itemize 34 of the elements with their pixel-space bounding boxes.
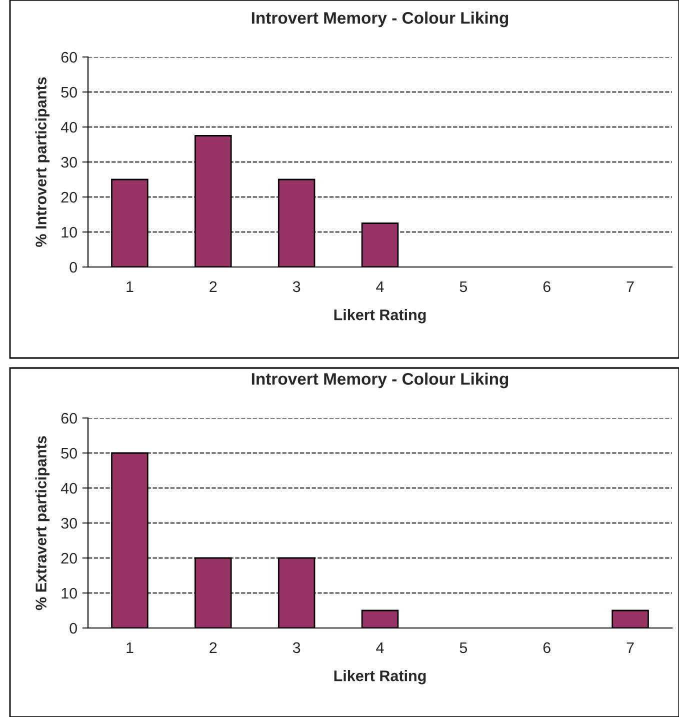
y-tick-label: 20: [61, 192, 77, 203]
x-tick-label: 5: [460, 281, 468, 292]
x-tick-label: 1: [126, 281, 134, 292]
x-tick-label: 3: [292, 642, 300, 654]
y-tick-label: 10: [62, 226, 77, 238]
y-tick-label: 30: [61, 156, 77, 168]
chart-title: Introvert Memory - Colour Liking: [252, 372, 508, 388]
x-tick-label: 7: [626, 642, 634, 653]
x-tick-label: 7: [626, 281, 634, 292]
x-tick-label: 5: [460, 642, 468, 654]
x-tick-label: 4: [376, 642, 384, 653]
y-axis-title: % Introvert participants: [35, 77, 50, 247]
y-tick-label: 0: [70, 262, 77, 273]
y-tick-label: 30: [61, 518, 77, 529]
y-tick-label: 40: [60, 122, 77, 133]
x-tick-label: 2: [210, 281, 217, 292]
y-tick-label: 10: [62, 588, 77, 599]
x-tick-label: 6: [543, 281, 550, 292]
x-tick-label: 6: [543, 642, 550, 654]
x-axis-title: Likert Rating: [334, 670, 426, 684]
x-tick-label: 3: [292, 281, 300, 292]
chart-title: Introvert Memory - Colour Liking: [252, 12, 508, 28]
x-tick-label: 2: [210, 642, 217, 653]
y-tick-label: 20: [61, 552, 77, 564]
y-tick-label: 50: [61, 448, 77, 459]
y-tick-label: 60: [61, 52, 77, 63]
y-axis-title: % Extravert participants: [35, 436, 50, 610]
y-tick-label: 60: [61, 412, 77, 424]
x-axis-title: Likert Rating: [334, 309, 426, 324]
x-tick-label: 1: [126, 642, 134, 653]
x-tick-label: 4: [376, 281, 384, 292]
y-tick-label: 40: [60, 482, 77, 494]
y-tick-label: 50: [61, 86, 77, 98]
y-tick-label: 0: [70, 622, 77, 634]
